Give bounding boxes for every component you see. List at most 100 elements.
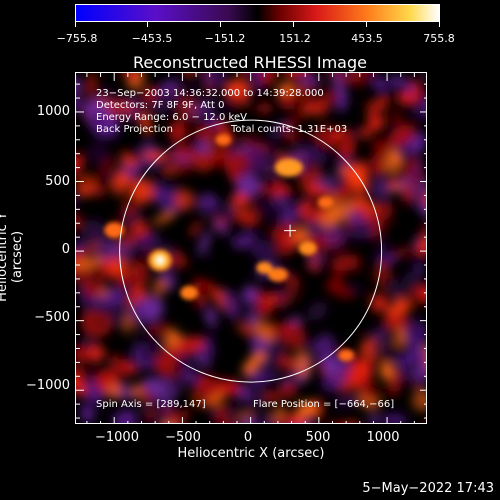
dark-gap [243,264,253,276]
emission-blob [84,221,107,243]
emission-blob [412,362,426,379]
emission-blob [394,325,406,348]
dark-gap [189,303,201,309]
colorbar-tick-label: −755.8 [56,32,98,45]
emission-blob [198,231,211,256]
emission-blob [368,414,381,423]
y-tick-label: 500 [45,174,70,189]
dark-gap [330,345,340,355]
dark-gap [392,170,405,183]
dark-gap [92,116,104,122]
emission-blob [418,220,426,247]
dark-gap [94,320,107,327]
dark-gap [129,276,138,287]
emission-blob [359,377,378,402]
dark-gap [393,351,409,358]
energy-range-text: Energy Range: 6.0 − 12.0 keV [96,112,247,123]
dark-gap [183,122,191,134]
dark-gap [173,164,190,171]
emission-blob [76,212,82,230]
emission-blob [263,390,281,403]
colorbar-tick-label: −453.5 [131,32,173,45]
emission-blob [142,377,165,396]
colorbar-tick [366,22,367,27]
dark-gap [144,350,155,360]
dark-gap [270,301,283,313]
dark-gap [367,200,377,206]
dark-gap [182,262,193,268]
emission-blob [81,399,91,423]
emission-blob [251,73,264,91]
dark-gap [127,393,134,398]
dark-gap [397,163,413,168]
colorbar-tick [439,22,440,27]
dark-gap [356,259,364,268]
colorbar-tick-label: 755.8 [423,32,455,45]
dark-gap [375,353,390,363]
dark-gap [262,178,276,190]
dark-gap [99,213,106,224]
emission-blob [313,332,336,365]
colorbar-gradient [75,4,440,22]
emission-blob [292,413,305,423]
dark-gap [297,294,305,300]
rhessi-image-svg [76,73,426,423]
dark-gap [274,127,287,140]
emission-blob [331,73,346,99]
dark-gap [210,143,222,154]
emission-blob [224,198,240,213]
emission-blob [192,152,212,173]
dark-gap [331,244,346,252]
dark-gap [142,132,152,143]
y-axis-label: Heliocentric Y (arcsec) [0,212,25,302]
dark-gap [123,181,134,191]
emission-blob [232,233,256,250]
dark-gap [335,136,352,144]
emission-blob [253,320,275,342]
dark-gap [315,259,329,268]
emission-blob [168,120,188,143]
colorbar-tick-label: 453.5 [351,32,383,45]
bright-source [156,256,164,264]
emission-blob [236,173,261,198]
dark-gap [175,359,188,370]
dark-gap [379,274,391,285]
emission-blob [381,413,408,423]
dark-gap [397,84,404,95]
emission-blob [131,341,156,371]
dark-gap [418,88,426,98]
emission-blob [366,94,391,117]
emission-blob [399,351,416,373]
dark-gap [282,192,299,201]
dark-gap [208,326,222,337]
emission-blob [294,350,312,379]
emission-blob [230,151,251,170]
emission-blob [230,89,250,106]
dark-gap [80,84,91,89]
emission-blob [324,280,354,300]
emission-blob [370,152,385,178]
emission-blob [348,73,376,87]
emission-blob [122,73,139,81]
emission-blob [333,354,350,386]
emission-blob [93,185,105,199]
dark-gap [422,140,426,150]
emission-blob [95,156,115,181]
dark-gap [195,391,206,404]
x-tick-label: −500 [165,430,201,445]
dark-gap [399,313,411,319]
dark-gap [139,344,148,351]
dark-gap [348,289,363,297]
emission-blob [160,400,175,409]
emission-blob [416,284,426,301]
x-tick-label: −1000 [95,430,139,445]
emission-blob [76,371,87,396]
dark-gap [340,236,357,242]
dark-gap [193,116,209,128]
dark-gap [312,151,324,156]
x-tick-label: 0 [243,430,253,445]
emission-blob [408,178,426,200]
dark-gap [316,244,325,257]
dark-gap [168,182,182,187]
dark-gap [137,91,148,100]
